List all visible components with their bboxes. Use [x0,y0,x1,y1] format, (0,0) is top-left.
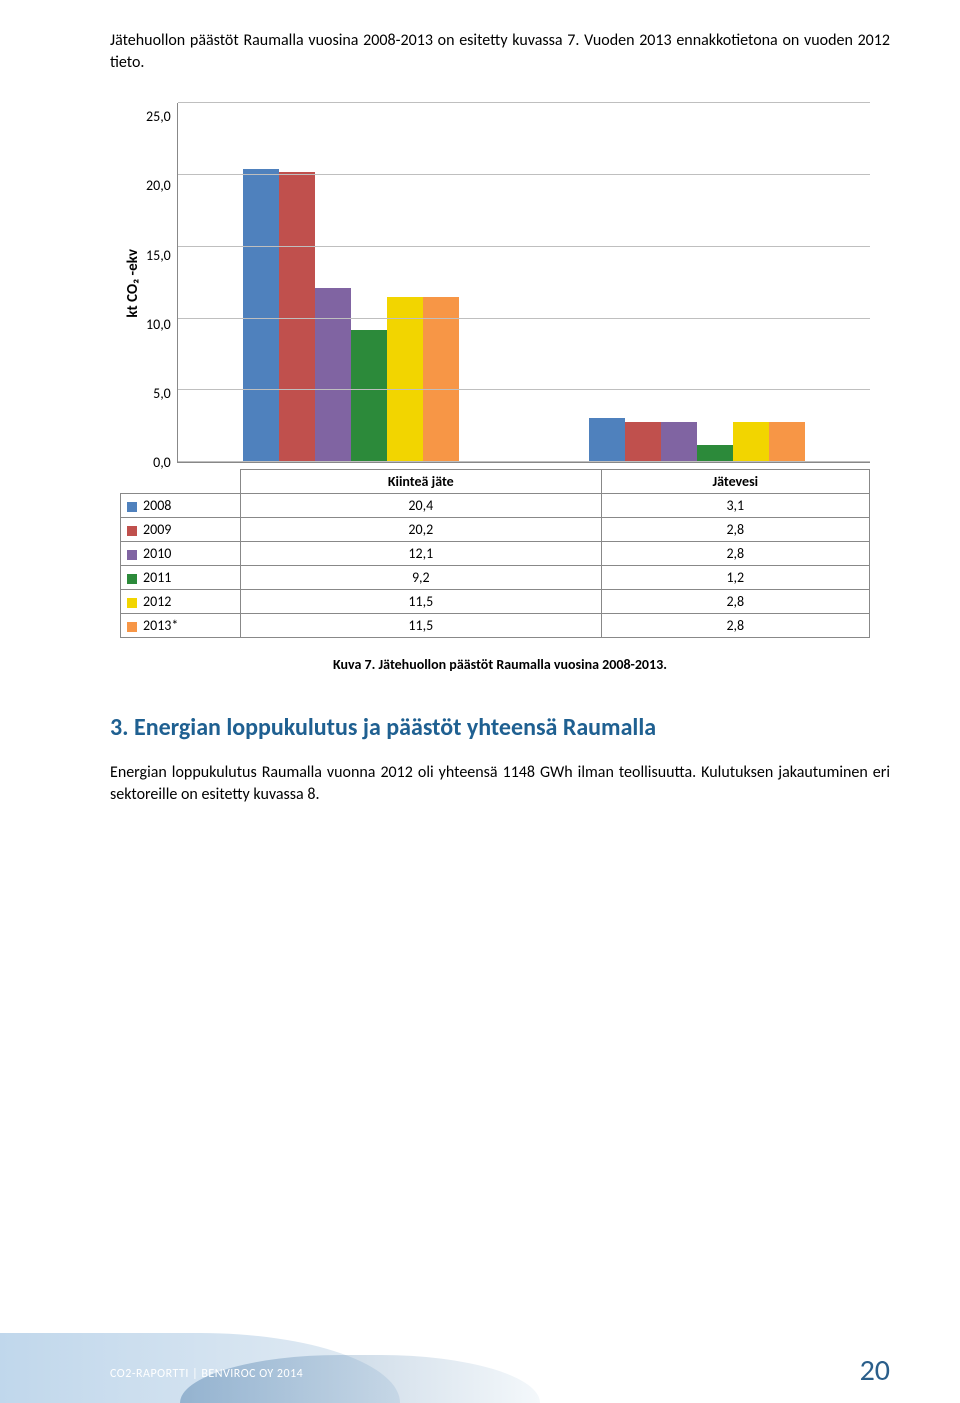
series-label: 2009 [143,521,171,538]
bar [351,330,387,462]
table-cell: 2,8 [601,614,869,638]
bar [733,422,769,462]
legend-swatch [127,598,137,608]
table-cell: 3,1 [601,494,869,518]
table-header: Kiinteä jäte [241,470,602,494]
y-tick-label: 20,0 [146,179,171,193]
intro-paragraph: Jätehuollon päästöt Raumalla vuosina 200… [110,30,890,73]
table-row: 2008 20,43,1 [121,494,870,518]
legend-swatch [127,622,137,632]
table-cell: 9,2 [241,566,602,590]
series-label: 2008 [143,497,171,514]
bar [589,418,625,463]
table-cell: 12,1 [241,542,602,566]
y-tick-label: 25,0 [146,110,171,124]
legend-swatch [127,502,137,512]
gridline [178,389,870,390]
bar [243,169,279,462]
table-cell: 11,5 [241,614,602,638]
series-label: 2010 [143,545,171,562]
table-cell: 20,4 [241,494,602,518]
bar [315,288,351,462]
bar-group [178,103,524,462]
bar-groups [178,103,870,462]
gridline [178,246,870,247]
bar [387,297,423,462]
table-cell: 2,8 [601,590,869,614]
bar [423,297,459,462]
legend-swatch [127,526,137,536]
footer-text: CO2-RAPORTTI | BENVIROC OY 2014 [110,1367,303,1381]
y-tick-label: 10,0 [146,318,171,332]
page: Jätehuollon päästöt Raumalla vuosina 200… [0,0,960,1403]
plot-area [177,103,870,463]
table-row: 2013* 11,52,8 [121,614,870,638]
legend-swatch [127,574,137,584]
table-cell: 20,2 [241,518,602,542]
table-header: Jätevesi [601,470,869,494]
bar [769,422,805,462]
gridline [178,102,870,103]
y-tick-label: 5,0 [153,387,171,401]
bar-group [524,103,870,462]
gridline [178,461,870,462]
y-tick-label: 0,0 [153,456,171,470]
series-label: 2013* [143,617,178,634]
chart-container: kt CO₂ -ekv 25,020,015,010,05,00,0 [120,103,870,463]
bar [625,422,661,462]
gridline [178,318,870,319]
section-paragraph: Energian loppukulutus Raumalla vuonna 20… [110,762,890,805]
page-footer: CO2-RAPORTTI | BENVIROC OY 2014 20 [0,1323,960,1403]
table-row: 2010 12,12,8 [121,542,870,566]
table-row: 2011 9,21,2 [121,566,870,590]
table-row: 2012 11,52,8 [121,590,870,614]
page-number: 20 [860,1352,890,1389]
table-row: 2009 20,22,8 [121,518,870,542]
legend-data-table: Kiinteä jäteJätevesi200820,43,1200920,22… [120,469,870,638]
table-cell: 2,8 [601,542,869,566]
bar [661,422,697,462]
legend-swatch [127,550,137,560]
gridline [178,174,870,175]
y-axis-ticks: 25,020,015,010,05,00,0 [146,103,177,463]
table-cell: 1,2 [601,566,869,590]
series-label: 2012 [143,593,171,610]
chart-caption: Kuva 7. Jätehuollon päästöt Raumalla vuo… [110,656,890,673]
table-cell: 11,5 [241,590,602,614]
section-heading: 3. Energian loppukulutus ja päästöt yhte… [110,713,890,742]
series-label: 2011 [143,569,171,586]
chart: kt CO₂ -ekv 25,020,015,010,05,00,0 [120,103,870,463]
y-axis-label: kt CO₂ -ekv [120,249,146,318]
bar [697,445,733,462]
y-tick-label: 15,0 [146,249,171,263]
table-cell: 2,8 [601,518,869,542]
